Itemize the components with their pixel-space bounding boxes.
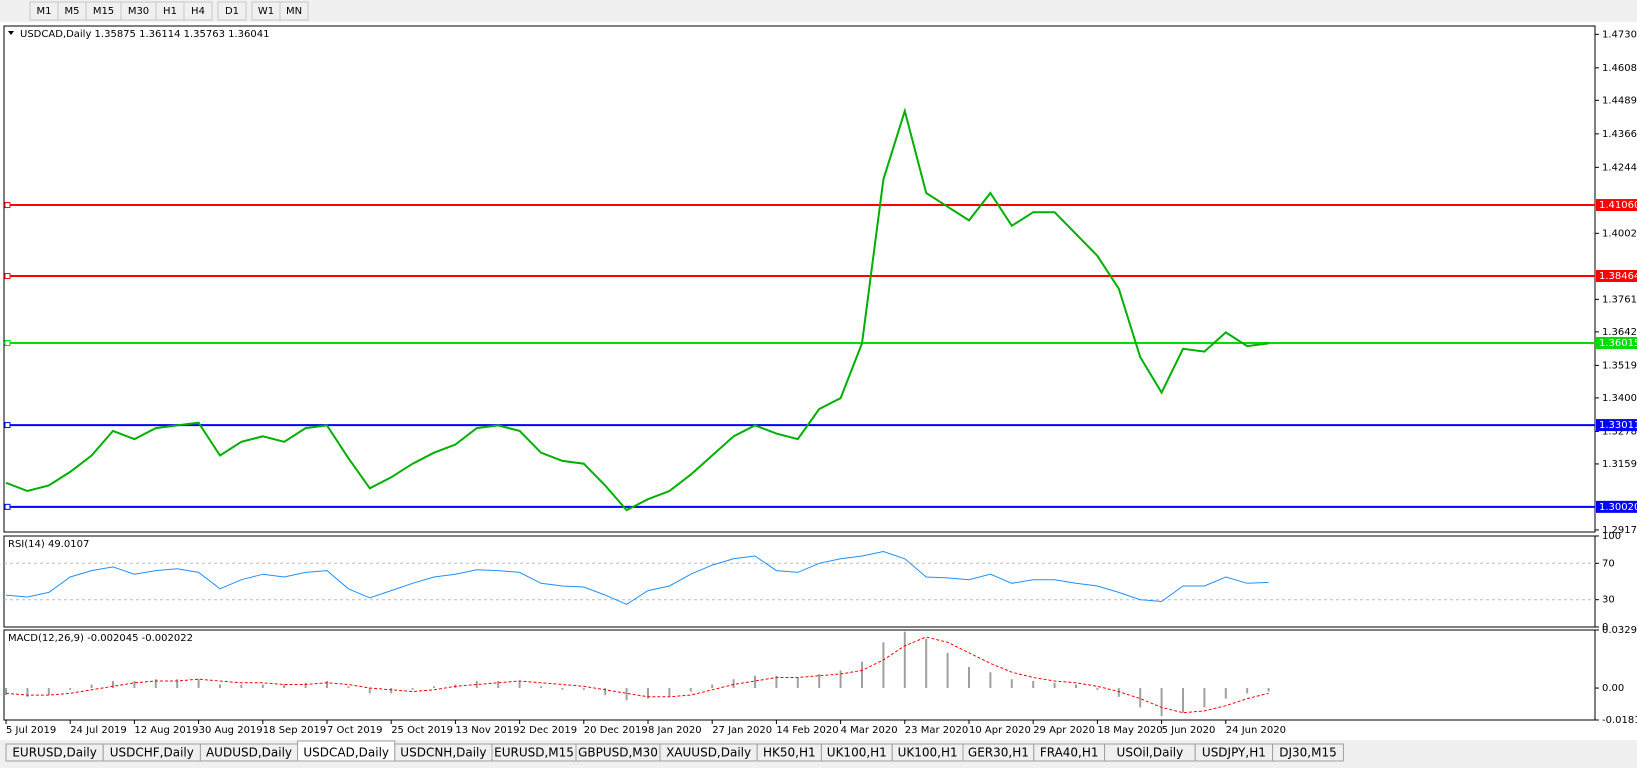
timeframe-label: M15 (93, 6, 114, 17)
x-tick-label: 30 Aug 2019 (199, 725, 263, 736)
tab-label: XAUUSD,Daily (666, 746, 751, 760)
level-tag (1596, 336, 1637, 349)
tab-label: FRA40,H1 (1040, 746, 1099, 760)
tab-label: USDCAD,Daily (303, 746, 389, 760)
y-tick-label: 1.31590 (1602, 459, 1637, 470)
y-tick-label: 100 (1602, 531, 1621, 542)
level-label: 1.30020 (1599, 502, 1637, 513)
y-tick-label: 1.34005 (1602, 393, 1637, 404)
toolbar (0, 0, 1637, 22)
timeframe-label: W1 (258, 6, 274, 17)
y-tick-label: 1.29175 (1602, 525, 1637, 536)
x-tick-label: 13 Nov 2019 (455, 725, 519, 736)
level-handle[interactable] (4, 339, 11, 346)
x-tick-label: 12 Aug 2019 (134, 725, 198, 736)
y-tick-label: 0 (1602, 622, 1608, 633)
pane-title: MACD(12,26,9) -0.002045 -0.002022 (8, 633, 193, 644)
x-tick-label: 18 Sep 2019 (263, 725, 326, 736)
y-tick-label: 1.36420 (1602, 327, 1637, 338)
y-tick-label: 1.35195 (1602, 360, 1637, 371)
tab-label: AUDUSD,Daily (206, 746, 292, 760)
level-handle[interactable] (4, 273, 11, 280)
x-tick-label: 23 Mar 2020 (905, 725, 968, 736)
x-tick-label: 24 Jul 2019 (70, 725, 127, 736)
level-tag (1596, 199, 1637, 212)
tab-label: USDJPY,H1 (1202, 746, 1266, 760)
y-tick-label: 1.37610 (1602, 294, 1637, 305)
x-tick-label: 18 May 2020 (1097, 725, 1162, 736)
y-tick-label: 1.44890 (1602, 95, 1637, 106)
timeframe-label: D1 (225, 6, 239, 17)
x-tick-label: 5 Jul 2019 (6, 725, 56, 736)
timeframe-label: MN (286, 6, 302, 17)
level-label: 1.41060 (1599, 200, 1637, 211)
timeframe-label: H1 (163, 6, 177, 17)
y-tick-label: 30 (1602, 595, 1615, 606)
y-tick-label: 1.32780 (1602, 426, 1637, 437)
tab-label: GBPUSD,M30 (578, 746, 658, 760)
pane-frame (3, 25, 1596, 533)
x-tick-label: 14 Feb 2020 (776, 725, 838, 736)
tab-label: USDCHF,Daily (110, 746, 194, 760)
level-label: 1.36015 (1599, 338, 1637, 349)
y-tick-label: 0.00 (1602, 683, 1624, 694)
level-tag (1596, 419, 1637, 432)
level-label: 1.33011 (1599, 420, 1637, 431)
x-tick-label: 7 Oct 2019 (327, 725, 382, 736)
pane-title: USDCAD,Daily 1.35875 1.36114 1.35763 1.3… (20, 29, 270, 40)
timeframe-label: M5 (65, 6, 80, 17)
price-line (5, 107, 1269, 512)
tab-label: DJ30,M15 (1279, 746, 1337, 760)
y-tick-label: 1.46080 (1602, 63, 1637, 74)
level-tag (1596, 500, 1637, 513)
level-handle[interactable] (4, 422, 11, 429)
x-tick-label: 27 Jan 2020 (712, 725, 772, 736)
timeframe-button[interactable] (183, 1, 213, 21)
x-tick-label: 4 Mar 2020 (841, 725, 898, 736)
timeframe-button[interactable] (279, 1, 309, 21)
tab-label: EURUSD,M15 (494, 746, 574, 760)
y-tick-label: 1.40025 (1602, 228, 1637, 239)
x-tick-label: 8 Jan 2020 (648, 725, 702, 736)
x-tick-label: 10 Apr 2020 (969, 725, 1031, 736)
tab-label: USOil,Daily (1117, 746, 1184, 760)
pane-title: RSI(14) 49.0107 (8, 539, 89, 550)
tab-label: GER30,H1 (968, 746, 1029, 760)
y-tick-label: 1.43665 (1602, 129, 1637, 140)
level-handle[interactable] (4, 202, 11, 209)
x-tick-label: 5 Jun 2020 (1162, 725, 1216, 736)
level-label: 1.38464 (1599, 271, 1637, 282)
pane-frame (3, 629, 1596, 721)
x-tick-label: 20 Dec 2019 (584, 725, 648, 736)
x-tick-label: 2 Dec 2019 (520, 725, 578, 736)
tab-label: HK50,H1 (763, 746, 816, 760)
tab-label: EURUSD,Daily (12, 746, 97, 760)
tab-label: USDCNH,Daily (400, 746, 486, 760)
y-tick-label: 70 (1602, 558, 1615, 569)
rsi-line (5, 550, 1269, 605)
collapse-icon (8, 31, 14, 35)
tab-label: UK100,H1 (898, 746, 958, 760)
y-tick-label: -0.01815 (1602, 715, 1637, 726)
level-tag (1596, 270, 1637, 283)
x-tick-label: 25 Oct 2019 (391, 725, 453, 736)
y-tick-label: 1.47305 (1602, 29, 1637, 40)
timeframe-button[interactable] (217, 1, 247, 21)
tab-label: UK100,H1 (827, 746, 887, 760)
level-handle[interactable] (4, 503, 11, 510)
y-tick-label: 1.42440 (1602, 162, 1637, 173)
tab[interactable] (1272, 743, 1344, 762)
x-tick-label: 24 Jun 2020 (1226, 725, 1286, 736)
signal-line (5, 636, 1269, 714)
x-tick-label: 29 Apr 2020 (1033, 725, 1095, 736)
timeframe-label: M30 (128, 6, 149, 17)
pane-frame (3, 535, 1596, 628)
timeframe-label: M1 (37, 6, 52, 17)
timeframe-label: H4 (191, 6, 205, 17)
y-tick-label: 0.032972 (1602, 625, 1637, 636)
